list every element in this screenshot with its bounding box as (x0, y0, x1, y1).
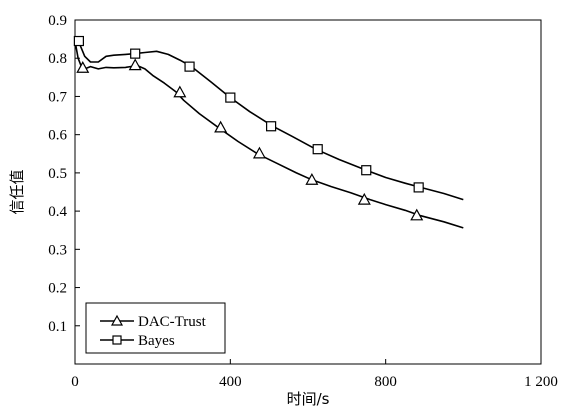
data-point-dac-trust (357, 192, 371, 205)
y-tick-label: 0.8 (48, 51, 67, 67)
data-point-bayes (73, 35, 84, 47)
y-tick-label: 0.1 (48, 319, 67, 335)
y-tick-label: 0.9 (48, 13, 67, 29)
legend-box (85, 302, 226, 354)
x-tick-label: 0 (71, 374, 79, 390)
x-axis-label: 时间/s (287, 390, 330, 408)
legend: DAC-Trust Bayes (85, 302, 226, 354)
plot-frame (74, 19, 542, 365)
legend-marker-bayes (112, 335, 122, 345)
data-point-bayes (361, 165, 372, 176)
data-point-dac-trust (305, 173, 319, 185)
series-group (73, 35, 464, 229)
ticks-group: 0.1 0.2 0.3 0.4 0.5 0.6 0.7 0.8 0.9 0 400 800 1 200 (48, 13, 558, 390)
y-tick-label: 0.4 (48, 204, 67, 220)
series-line-dac-trust (74, 40, 464, 229)
data-point-dac-trust (128, 58, 142, 71)
legend-label-bayes: Bayes (138, 333, 175, 349)
x-tick-label: 400 (219, 374, 242, 390)
data-point-bayes (413, 182, 424, 193)
data-point-dac-trust (76, 61, 90, 73)
x-tick-label: 1 200 (524, 374, 558, 390)
y-tick-label: 0.7 (48, 89, 67, 105)
data-point-bayes (312, 144, 323, 155)
data-point-bayes (225, 92, 236, 103)
y-tick-label: 0.6 (48, 128, 67, 144)
data-point-dac-trust (410, 208, 424, 221)
data-point-dac-trust (173, 85, 187, 98)
y-tick-label: 0.2 (48, 281, 67, 297)
x-tick-label: 800 (374, 374, 397, 390)
data-point-bayes (130, 48, 141, 59)
y-tick-label: 0.5 (48, 166, 67, 182)
data-point-bayes (184, 61, 195, 72)
data-point-dac-trust (214, 120, 228, 133)
y-tick-label: 0.3 (48, 242, 67, 258)
data-point-bayes (266, 121, 277, 132)
data-point-dac-trust (252, 146, 266, 159)
legend-label-dac-trust: DAC-Trust (138, 314, 207, 330)
y-axis-label: 信任值 (8, 169, 26, 214)
legend-marker-dac-trust (110, 314, 124, 326)
